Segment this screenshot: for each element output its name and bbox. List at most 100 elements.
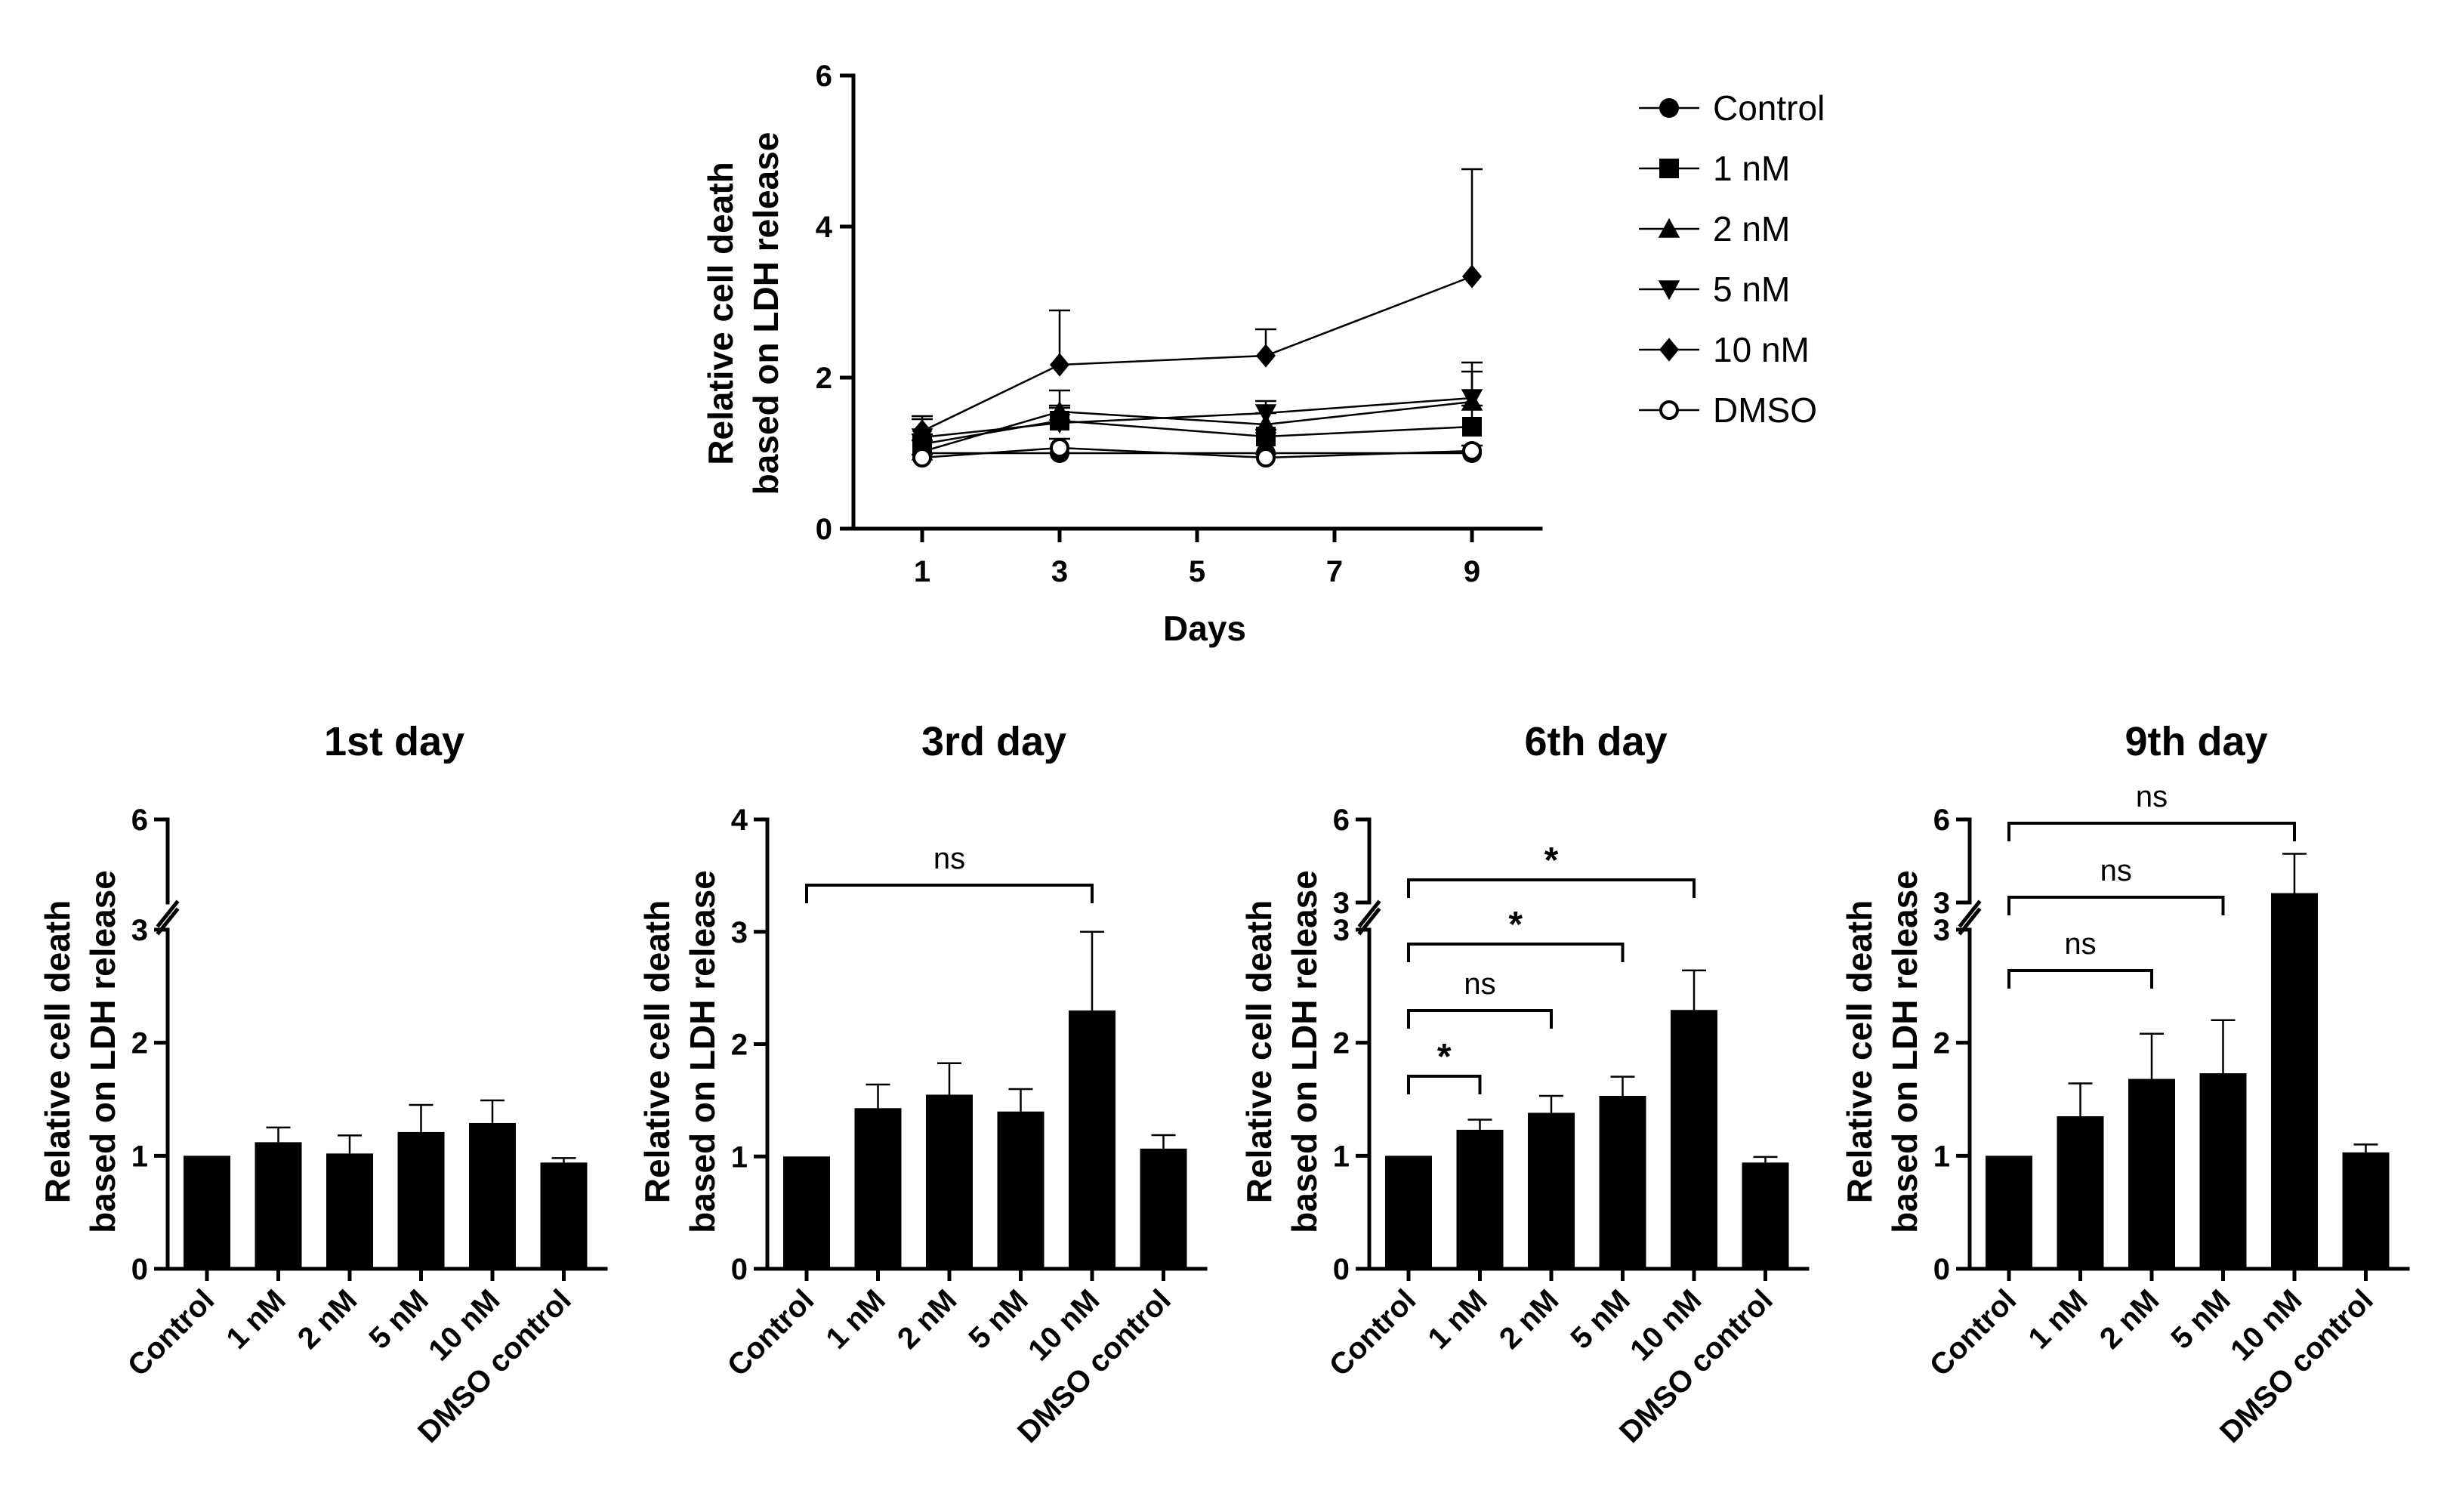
- y-tick-label: 3: [131, 914, 148, 947]
- category-label-1-nm: 1 nM: [2022, 1283, 2094, 1356]
- bar-control: [1385, 1156, 1432, 1269]
- bar-1-nm: [2057, 1115, 2104, 1269]
- y-axis-label-line2: based on LDH release: [746, 132, 785, 495]
- data-point-5-nm: [1048, 414, 1071, 434]
- legend: Control 1 nM 2 nM 5 nM 10 nM DMSO: [1639, 88, 1825, 430]
- y-axis-label-line2: based on LDH release: [83, 870, 122, 1233]
- x-axis-label: Days: [1163, 609, 1246, 648]
- data-point-10-nm: [1050, 353, 1069, 377]
- y-tick-label: 2: [131, 1027, 148, 1060]
- x-tick-label: 3: [1051, 555, 1068, 588]
- data-point-dmso: [1050, 438, 1069, 458]
- legend-label-2-nm: 2 nM: [1713, 209, 1790, 248]
- legend-label-control: Control: [1713, 88, 1825, 128]
- y-tick-label: 6: [131, 804, 148, 837]
- series-5-nm: [911, 361, 1483, 449]
- y-axis-label-line2: based on LDH release: [1285, 870, 1324, 1233]
- series-line-10-nm: [921, 275, 1473, 433]
- y-axis-label-line1: Relative cell death: [637, 900, 677, 1203]
- y-tick-label: 4: [731, 804, 748, 837]
- y-tick-label: 6: [816, 60, 832, 93]
- bar-dmso-control: [1140, 1148, 1187, 1269]
- y-tick-label: 3: [1333, 887, 1350, 920]
- significance-bracket: [1407, 943, 1625, 962]
- y-tick-label: 0: [1933, 1253, 1950, 1286]
- significance-label: ns: [933, 842, 965, 875]
- bar-10-nm: [2271, 893, 2318, 1269]
- legend-label-5-nm: 5 nM: [1713, 270, 1790, 309]
- bar-5-nm: [2199, 1073, 2247, 1269]
- legend-marker-control: [1659, 98, 1679, 118]
- significance-bracket: [2007, 969, 2153, 989]
- x-tick-label: 9: [1464, 555, 1480, 588]
- bar-2-nm: [326, 1153, 373, 1269]
- y-axis-label: Relative cell death based on LDH release: [1239, 870, 1324, 1233]
- y-tick-label: 6: [1933, 804, 1950, 837]
- bar-10-nm: [1671, 1010, 1717, 1269]
- panel-title: 1st day: [324, 719, 464, 764]
- data-point-10-nm: [912, 419, 932, 443]
- data-point-dmso: [912, 448, 932, 467]
- panel-title: 9th day: [2125, 719, 2267, 764]
- category-label-1-nm: 1 nM: [220, 1283, 292, 1356]
- series-line-1-nm: [921, 419, 1473, 446]
- y-tick-label: 1: [1333, 1140, 1350, 1173]
- category-label-control: Control: [122, 1283, 221, 1383]
- category-label-control: Control: [1323, 1283, 1423, 1383]
- y-axis-label-line1: Relative cell death: [38, 900, 77, 1203]
- bar-1-nm: [1456, 1129, 1504, 1269]
- line-chart-panel: 0 2 4 6 1 3 5 7 9 Days Relative cell death based on…: [701, 60, 1543, 648]
- legend-marker-dmso: [1659, 400, 1679, 420]
- legend-label-1-nm: 1 nM: [1713, 149, 1790, 188]
- bar-5-nm: [397, 1131, 445, 1269]
- bar-dmso-control: [540, 1162, 588, 1269]
- bar-control: [783, 1156, 830, 1269]
- bar-2-nm: [1528, 1112, 1575, 1269]
- y-axis-label-line2: based on LDH release: [683, 870, 722, 1233]
- bar-dmso-control: [2342, 1152, 2390, 1269]
- y-axis-label: Relative cell death based on LDH release: [1840, 870, 1924, 1233]
- bar-dmso-control: [1742, 1162, 1789, 1269]
- y-tick-label: 3: [1933, 887, 1950, 920]
- bar-chart-day6: 6th day Relative cell death based on LDH r…: [1239, 719, 1810, 1449]
- panel-title: 6th day: [1524, 719, 1667, 764]
- series-line-dmso: [921, 446, 1473, 459]
- data-point-10-nm: [1462, 264, 1482, 289]
- data-point-dmso: [1462, 441, 1482, 461]
- y-axis-label-line2: based on LDH release: [1885, 870, 1924, 1233]
- category-label-control: Control: [1924, 1283, 2023, 1383]
- y-tick-label: 3: [1933, 914, 1950, 947]
- category-label-2-nm: 2 nM: [2094, 1283, 2166, 1356]
- y-axis-label: Relative cell death based on LDH release: [38, 870, 122, 1233]
- y-tick-label: 3: [731, 916, 748, 949]
- significance-label: *: [1544, 841, 1559, 881]
- category-label-1-nm: 1 nM: [819, 1283, 892, 1356]
- series-line-2-nm: [921, 400, 1473, 453]
- y-tick-label: 4: [816, 211, 833, 244]
- y-tick-label: 2: [731, 1029, 748, 1062]
- legend-marker-2-nm: [1658, 218, 1680, 238]
- bar-control: [1986, 1156, 2032, 1269]
- y-tick-label: 2: [1333, 1027, 1350, 1060]
- legend-marker-1-nm: [1659, 159, 1679, 178]
- category-label-2-nm: 2 nM: [292, 1283, 364, 1356]
- series-line-5-nm: [921, 397, 1473, 439]
- category-label-2-nm: 2 nM: [891, 1283, 964, 1356]
- line-chart-axes: [851, 73, 1543, 531]
- bar-chart-day1: 1st day Relative cell death based on LDH r…: [38, 719, 608, 1449]
- y-tick-label: 3: [1333, 914, 1350, 947]
- legend-label-dmso: DMSO: [1713, 390, 1817, 430]
- y-tick-label: 0: [1333, 1253, 1350, 1286]
- significance-bracket: [1407, 878, 1696, 898]
- bar-2-nm: [2128, 1078, 2175, 1269]
- significance-label: ns: [2136, 780, 2168, 813]
- bar-2-nm: [926, 1094, 973, 1269]
- significance-label: ns: [1464, 967, 1495, 1001]
- data-point-1-nm: [1462, 417, 1482, 437]
- y-axis-label-line1: Relative cell death: [701, 162, 740, 464]
- x-tick-label: 1: [914, 555, 930, 588]
- bar-10-nm: [469, 1122, 516, 1269]
- series-10-nm: [912, 168, 1483, 443]
- bar-5-nm: [1599, 1096, 1646, 1269]
